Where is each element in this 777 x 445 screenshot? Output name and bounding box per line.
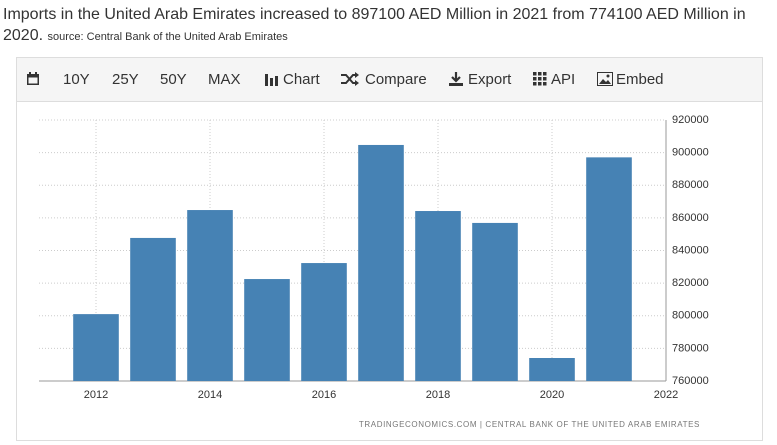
bar (244, 279, 290, 381)
bar (529, 357, 575, 381)
range-button[interactable]: MAX (208, 71, 241, 88)
compare-icon (341, 72, 359, 86)
bar (187, 210, 233, 381)
footer: TRADINGECONOMICS.COM | CENTRAL BANK OF T… (359, 420, 700, 429)
x-tick-label: 2022 (654, 389, 678, 401)
chart: 760000 780000 800000 820000 840000 860000 8800… (39, 114, 709, 429)
y-tick-label: 800000 (672, 310, 709, 322)
y-tick-label: 920000 (672, 114, 709, 126)
range-button[interactable]: 50Y (160, 71, 187, 88)
bar (73, 314, 119, 381)
calendar-icon[interactable] (26, 72, 40, 86)
y-tick-label: 780000 (672, 342, 709, 354)
x-tick-label: 2014 (198, 389, 222, 401)
api-button[interactable]: API (551, 71, 576, 88)
chart-button[interactable]: Chart (283, 71, 320, 88)
chart-icon (265, 74, 278, 86)
export-icon (449, 72, 463, 86)
range-button[interactable]: 10Y (63, 71, 90, 88)
bar (586, 157, 632, 381)
y-tick-label: 840000 (672, 244, 709, 256)
api-icon (533, 72, 547, 86)
toolbar: 10Y 25Y 50Y MAX Chart Compare Export API… (16, 57, 763, 102)
bar (130, 237, 176, 381)
embed-button[interactable]: Embed (616, 71, 664, 88)
x-tick-label: 2018 (426, 389, 450, 401)
headline: Imports in the United Arab Emirates incr… (3, 4, 773, 48)
chart-box: 760000 780000 800000 820000 840000 860000 8800… (16, 102, 763, 441)
x-tick-label: 2012 (84, 389, 108, 401)
embed-icon (597, 72, 613, 86)
compare-button[interactable]: Compare (365, 71, 427, 88)
bar (472, 222, 518, 381)
bar (358, 144, 404, 381)
y-tick-label: 820000 (672, 277, 709, 289)
export-button[interactable]: Export (468, 71, 512, 88)
source: source: Central Bank of the United Arab … (47, 31, 288, 43)
x-tick-label: 2020 (540, 389, 564, 401)
bar (301, 263, 347, 381)
headline-text: Imports in the United Arab Emirates incr… (3, 6, 746, 44)
range-button[interactable]: 25Y (112, 71, 139, 88)
y-tick-label: 880000 (672, 179, 709, 191)
y-tick-label: 760000 (672, 375, 709, 387)
y-tick-label: 900000 (672, 147, 709, 159)
bar (415, 211, 461, 381)
y-tick-label: 860000 (672, 212, 709, 224)
x-tick-label: 2016 (312, 389, 336, 401)
